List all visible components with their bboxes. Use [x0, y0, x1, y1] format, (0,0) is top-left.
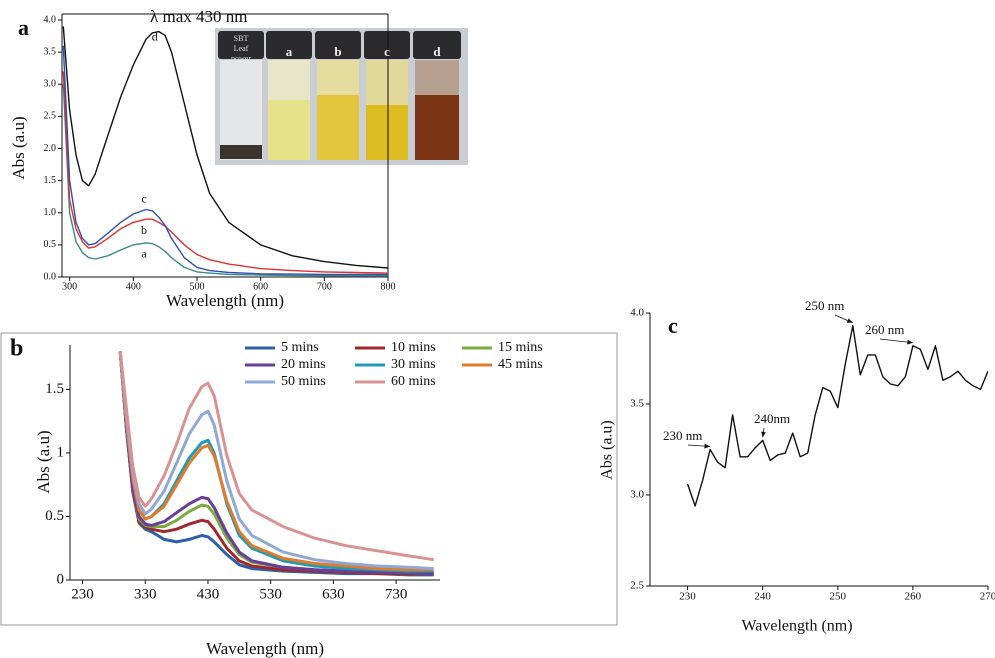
curve-label: c: [141, 191, 146, 205]
arrow-head: [761, 431, 766, 438]
y-tick-label: 2.0: [44, 143, 57, 154]
plot-area: [118, 351, 434, 577]
plot-area: [62, 26, 388, 277]
x-tick-label: 230: [71, 586, 94, 602]
y-tick-label: 3.0: [44, 79, 57, 90]
curve-label: a: [141, 247, 147, 261]
inset-label: SBT: [234, 34, 249, 43]
y-axis-label: Abs (a.u): [34, 430, 53, 493]
inset-label: c: [384, 44, 390, 59]
y-tick-label: 0.5: [45, 508, 64, 524]
y-axis-label: Abs (a.u): [9, 116, 28, 179]
x-tick-label: 700: [317, 281, 332, 292]
x-axis-label: Wavelength (nm): [741, 618, 852, 635]
inset-label: power: [231, 54, 251, 63]
x-tick-label: 300: [62, 281, 77, 292]
annotation: 240nm: [754, 411, 790, 426]
legend-label: 5 mins: [281, 340, 319, 355]
y-tick-label: 2.5: [44, 111, 57, 122]
y-tick-label: 0.0: [44, 271, 57, 282]
x-tick-label: 630: [322, 586, 345, 602]
y-tick-label: 3.5: [44, 46, 57, 57]
arrow-head: [704, 443, 711, 449]
curve-label: d: [152, 29, 158, 43]
x-tick-label: 240: [754, 591, 771, 603]
x-tick-label: 800: [381, 281, 396, 292]
x-tick-label: 270: [980, 591, 995, 603]
y-tick-label: 1.0: [44, 207, 57, 218]
annotation: 230 nm: [663, 428, 702, 443]
x-tick-label: 400: [126, 281, 141, 292]
y-tick-label: 1.5: [45, 381, 64, 397]
panel-b-frame: [0, 332, 618, 626]
inset-label: b: [334, 44, 341, 59]
series-line: [118, 351, 434, 572]
y-tick-label: 4.0: [44, 14, 57, 25]
series-line: [118, 351, 434, 573]
series-line: [62, 26, 388, 269]
x-tick-label: 500: [189, 281, 204, 292]
legend-label: 50 mins: [281, 374, 326, 389]
legend-label: 30 mins: [391, 357, 436, 372]
arrow-head: [907, 339, 913, 345]
x-tick-label: 250: [830, 591, 847, 603]
y-tick-label: 3.5: [630, 398, 644, 410]
x-tick-label: 600: [253, 281, 268, 292]
series-line: [62, 84, 388, 277]
x-tick-label: 430: [197, 586, 220, 602]
y-tick-label: 4.0: [630, 307, 644, 319]
y-tick-label: 0: [57, 571, 65, 587]
legend-label: 60 mins: [391, 374, 436, 389]
x-tick-label: 230: [679, 591, 696, 603]
y-tick-label: 3.0: [630, 489, 644, 501]
x-tick-label: 530: [259, 586, 282, 602]
inset-photo: [215, 28, 468, 165]
arrow-head: [846, 318, 853, 323]
series-line: [118, 351, 434, 562]
series-line: [118, 351, 434, 576]
panel-label: b: [10, 336, 23, 362]
x-tick-label: 260: [905, 591, 922, 603]
legend-label: 15 mins: [498, 340, 543, 355]
legend-label: 45 mins: [498, 357, 543, 372]
inset-label: a: [286, 44, 293, 59]
inset-label: d: [433, 44, 441, 59]
y-tick-label: 1: [57, 444, 65, 460]
panel-label: c: [668, 313, 678, 338]
series-line: [62, 45, 388, 276]
x-axis-label: Wavelength (nm): [166, 291, 284, 310]
curve-label: b: [141, 223, 147, 237]
y-tick-label: 0.5: [44, 239, 57, 250]
y-axis-label: Abs (a.u): [599, 420, 616, 480]
series-line: [118, 351, 434, 571]
x-tick-label: 330: [134, 586, 157, 602]
annotation: λ max 430 nm: [150, 7, 247, 26]
series-line: [118, 351, 434, 577]
legend-label: 10 mins: [391, 340, 436, 355]
plot-area: [686, 325, 988, 507]
annotation: 260 nm: [865, 322, 904, 337]
inset-label: Leaf: [234, 44, 249, 53]
x-axis-label: Wavelength (nm): [206, 639, 324, 658]
legend-label: 20 mins: [281, 357, 326, 372]
series-line: [686, 325, 988, 507]
x-tick-label: 730: [385, 586, 408, 602]
y-tick-label: 1.5: [44, 175, 57, 186]
y-tick-label: 2.5: [630, 580, 644, 592]
annotation: 250 nm: [805, 298, 844, 313]
series-line: [62, 71, 388, 274]
panel-label: a: [18, 15, 29, 40]
